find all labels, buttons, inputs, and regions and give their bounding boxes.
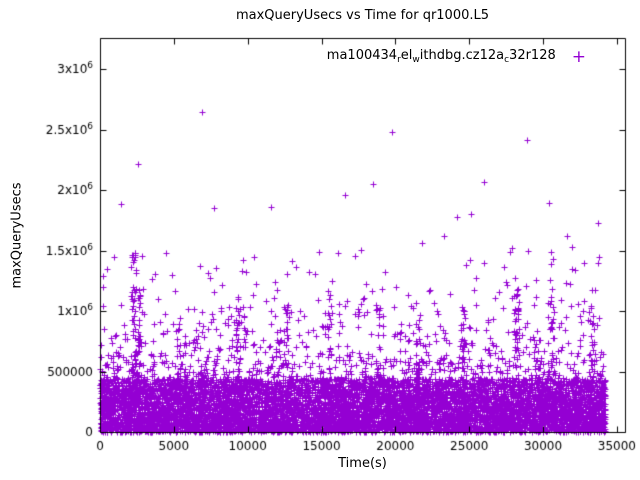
legend-label: ma100434relwithdbg.cz12ac32r128 (326, 48, 556, 65)
chart-title: maxQueryUsecs vs Time for qr1000.L5 (235, 8, 490, 23)
y-axis-label-box: maxQueryUsecs (0, 0, 34, 470)
y-axis-label: maxQueryUsecs (9, 181, 25, 289)
legend-plus-marker-icon: + (571, 46, 586, 67)
legend: ma100434relwithdbg.cz12ac32r128 + (327, 48, 586, 65)
x-axis-label: Time(s) (338, 456, 387, 471)
